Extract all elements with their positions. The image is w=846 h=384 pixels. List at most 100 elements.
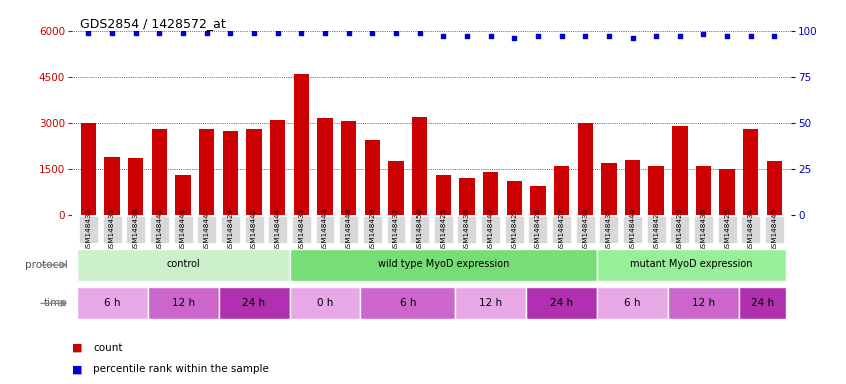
Text: time: time [44, 298, 68, 308]
FancyBboxPatch shape [289, 249, 597, 281]
FancyBboxPatch shape [410, 216, 429, 243]
Text: count: count [93, 343, 123, 353]
Text: GSM148424: GSM148424 [228, 207, 233, 252]
Text: GSM148445: GSM148445 [772, 207, 777, 252]
FancyBboxPatch shape [529, 216, 547, 243]
Text: GSM148444: GSM148444 [275, 207, 281, 252]
FancyBboxPatch shape [363, 216, 382, 243]
Bar [365, 140, 380, 215]
Point [176, 30, 190, 36]
FancyBboxPatch shape [600, 216, 618, 243]
Bar [719, 169, 735, 215]
Bar [341, 121, 356, 215]
Bar [151, 129, 168, 215]
Text: 24 h: 24 h [550, 298, 573, 308]
Text: 6 h: 6 h [624, 298, 640, 308]
Text: GSM148450: GSM148450 [416, 207, 423, 252]
FancyBboxPatch shape [339, 216, 358, 243]
Text: GSM148434: GSM148434 [748, 207, 754, 252]
Point [602, 33, 616, 39]
Point [152, 30, 166, 36]
Bar [80, 123, 96, 215]
Text: 24 h: 24 h [243, 298, 266, 308]
Point [247, 30, 261, 36]
FancyBboxPatch shape [197, 216, 217, 243]
Text: control: control [166, 259, 200, 269]
Text: GSM148440: GSM148440 [629, 207, 635, 252]
FancyBboxPatch shape [646, 216, 666, 243]
Bar [104, 157, 120, 215]
FancyBboxPatch shape [360, 288, 455, 319]
FancyBboxPatch shape [526, 288, 597, 319]
Point [767, 33, 781, 39]
Bar [766, 161, 783, 215]
Point [82, 30, 96, 36]
Bar [459, 178, 475, 215]
Bar [578, 123, 593, 215]
FancyBboxPatch shape [244, 216, 263, 243]
Text: GSM148439: GSM148439 [700, 207, 706, 252]
FancyBboxPatch shape [717, 216, 737, 243]
Text: mutant MyoD expression: mutant MyoD expression [630, 259, 753, 269]
Point [508, 35, 521, 41]
Text: 12 h: 12 h [479, 298, 503, 308]
FancyBboxPatch shape [597, 249, 786, 281]
Text: percentile rank within the sample: percentile rank within the sample [93, 364, 269, 374]
FancyBboxPatch shape [387, 216, 405, 243]
Bar [175, 175, 191, 215]
FancyBboxPatch shape [670, 216, 689, 243]
Text: wild type MyoD expression: wild type MyoD expression [377, 259, 509, 269]
FancyBboxPatch shape [77, 249, 289, 281]
Point [129, 30, 142, 36]
Bar [695, 166, 711, 215]
Bar [554, 166, 569, 215]
FancyBboxPatch shape [455, 288, 526, 319]
FancyBboxPatch shape [292, 216, 310, 243]
Bar [625, 160, 640, 215]
FancyBboxPatch shape [552, 216, 571, 243]
Text: GSM148427: GSM148427 [558, 207, 564, 252]
Point [342, 30, 355, 36]
Bar [507, 181, 522, 215]
Point [697, 31, 711, 38]
Text: GSM148448: GSM148448 [346, 207, 352, 252]
Text: 12 h: 12 h [692, 298, 715, 308]
Point [200, 30, 213, 36]
Bar [317, 118, 332, 215]
Bar [199, 129, 214, 215]
FancyBboxPatch shape [458, 216, 476, 243]
Text: GSM148432: GSM148432 [85, 207, 91, 252]
Text: GSM148423: GSM148423 [677, 207, 683, 252]
Bar [672, 126, 688, 215]
Text: GSM148441: GSM148441 [157, 207, 162, 252]
Point [294, 30, 308, 36]
Point [460, 33, 474, 39]
Point [365, 30, 379, 36]
Point [579, 33, 592, 39]
Bar [436, 175, 451, 215]
Text: GSM148433: GSM148433 [109, 207, 115, 252]
Text: protocol: protocol [25, 260, 68, 270]
Text: 12 h: 12 h [172, 298, 195, 308]
FancyBboxPatch shape [102, 216, 122, 243]
FancyBboxPatch shape [173, 216, 193, 243]
Text: GSM148442: GSM148442 [251, 207, 257, 252]
FancyBboxPatch shape [597, 288, 668, 319]
Text: GSM148447: GSM148447 [204, 207, 210, 252]
Text: GDS2854 / 1428572_at: GDS2854 / 1428572_at [80, 17, 226, 30]
Point [484, 33, 497, 39]
FancyBboxPatch shape [576, 216, 595, 243]
Point [721, 33, 734, 39]
FancyBboxPatch shape [126, 216, 146, 243]
Bar [246, 129, 261, 215]
Text: 6 h: 6 h [104, 298, 120, 308]
FancyBboxPatch shape [147, 288, 218, 319]
FancyBboxPatch shape [79, 216, 98, 243]
Text: 6 h: 6 h [399, 298, 416, 308]
FancyBboxPatch shape [765, 216, 784, 243]
FancyBboxPatch shape [623, 216, 642, 243]
Text: ■: ■ [72, 364, 82, 374]
Bar [530, 186, 546, 215]
FancyBboxPatch shape [739, 288, 786, 319]
Text: GSM148438: GSM148438 [133, 207, 139, 252]
